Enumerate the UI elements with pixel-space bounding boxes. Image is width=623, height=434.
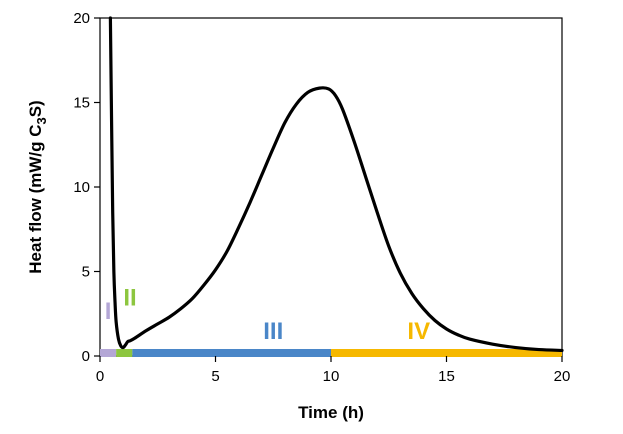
phase-bar-iii — [132, 349, 331, 357]
phase-label-iv: IV — [407, 318, 430, 345]
y-tick-label: 0 — [82, 348, 90, 365]
phase-label-ii: II — [123, 284, 136, 311]
x-tick-label: 15 — [438, 368, 455, 385]
y-axis-ticks: 0 5 10 15 20 — [73, 10, 100, 365]
y-axis-title: Heat flow (mW/g C3S) — [26, 100, 49, 273]
phase-bar-ii — [116, 349, 133, 357]
phase-bars — [100, 349, 562, 357]
y-tick-label: 10 — [73, 179, 90, 196]
phase-label-iii: III — [263, 318, 283, 345]
plot-frame — [99, 17, 563, 357]
x-axis-ticks: 0 5 10 15 20 — [96, 356, 571, 385]
x-tick-label: 20 — [554, 368, 571, 385]
y-tick-label: 5 — [82, 264, 90, 281]
x-tick-label: 0 — [96, 368, 104, 385]
heat-flow-series-line — [108, 16, 564, 353]
phase-bar-iv — [331, 349, 562, 357]
x-axis-title: Time (h) — [298, 403, 364, 422]
x-tick-label: 5 — [211, 368, 219, 385]
x-tick-label: 10 — [323, 368, 340, 385]
y-tick-label: 20 — [73, 10, 90, 27]
y-tick-label: 15 — [73, 95, 90, 112]
phase-label-i: I — [105, 298, 112, 325]
phase-bar-i — [100, 349, 117, 357]
